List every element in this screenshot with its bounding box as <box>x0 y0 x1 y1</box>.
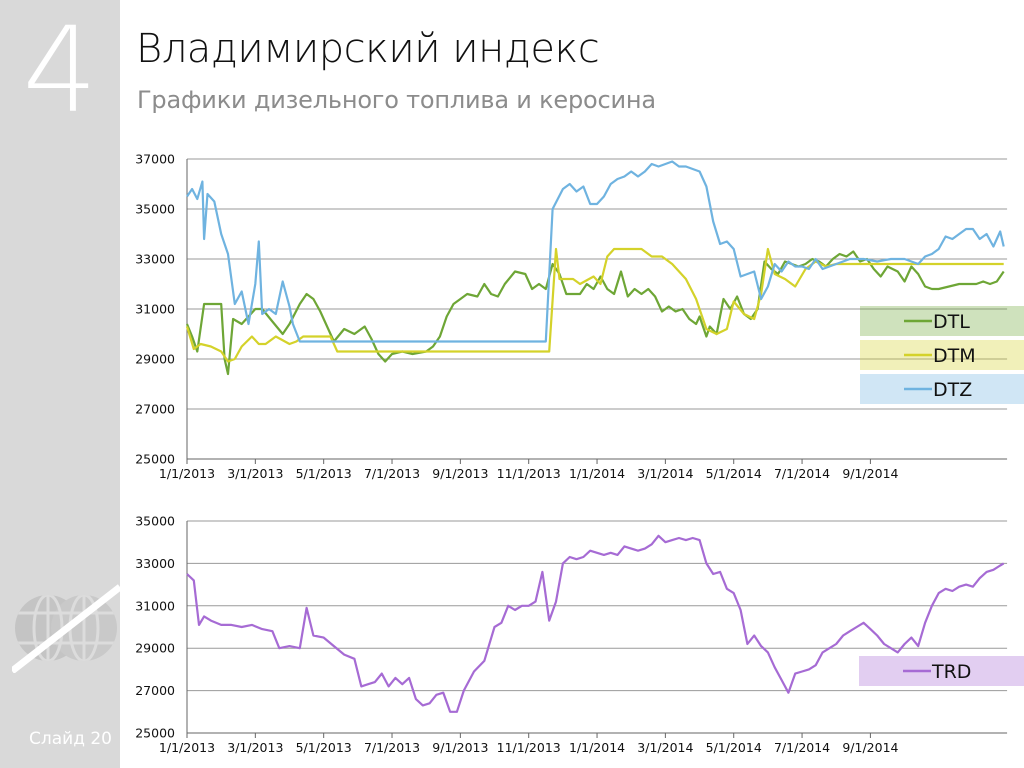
y-tick-label: 27000 <box>135 683 175 698</box>
x-tick-label: 11/1/2013 <box>497 466 561 481</box>
x-tick-label: 11/1/2013 <box>497 740 561 755</box>
legend-item-dtm: DTM <box>860 340 1024 370</box>
x-tick-label: 5/1/2013 <box>296 466 352 481</box>
y-tick-label: 33000 <box>135 252 175 267</box>
legend-label: TRD <box>931 661 971 683</box>
y-tick-label: 27000 <box>135 402 175 417</box>
x-tick-label: 7/1/2014 <box>774 740 830 755</box>
y-tick-label: 25000 <box>135 726 175 741</box>
series-line-trd <box>186 534 1005 713</box>
legend-item-dtl: DTL <box>860 306 1024 336</box>
x-tick-label: 9/1/2014 <box>842 466 898 481</box>
legend-item-trd: TRD <box>859 656 1024 686</box>
y-tick-label: 31000 <box>135 598 175 613</box>
x-tick-label: 3/1/2014 <box>637 466 693 481</box>
legend-item-dtz: DTZ <box>860 374 1024 404</box>
legend-label: DTZ <box>933 379 972 401</box>
page-subtitle: Графики дизельного топлива и керосина <box>137 86 656 114</box>
x-tick-label: 9/1/2013 <box>432 466 488 481</box>
x-tick-label: 9/1/2014 <box>842 740 898 755</box>
series-line-dtl <box>185 250 1005 376</box>
x-tick-label: 3/1/2013 <box>227 466 283 481</box>
legend-label: DTL <box>933 311 970 333</box>
x-tick-label: 3/1/2013 <box>227 740 283 755</box>
page-title: Владимирский индекс <box>136 26 600 72</box>
y-tick-label: 35000 <box>135 514 175 529</box>
y-tick-label: 37000 <box>135 152 175 167</box>
x-tick-label: 5/1/2014 <box>706 466 762 481</box>
x-tick-label: 5/1/2013 <box>296 740 352 755</box>
legend-swatch-bg <box>859 656 1024 686</box>
legend-swatch-bg <box>860 340 1024 370</box>
series-line-dtz <box>186 160 1005 343</box>
y-tick-label: 31000 <box>135 302 175 317</box>
y-tick-label: 33000 <box>135 556 175 571</box>
x-tick-label: 7/1/2013 <box>364 740 420 755</box>
y-tick-label: 29000 <box>135 641 175 656</box>
y-tick-label: 25000 <box>135 452 175 467</box>
legend-swatch-bg <box>860 306 1024 336</box>
x-tick-label: 1/1/2014 <box>569 466 625 481</box>
sidebar: 4 Слайд 20 <box>0 0 120 768</box>
chart-kerosene: 25000 27000 29000 31000 33000 35000 1/1/2013 3/… <box>120 510 1024 768</box>
x-tick-label: 1/1/2013 <box>159 740 215 755</box>
x-tick-label: 9/1/2013 <box>432 740 488 755</box>
chart-diesel-svg: 25000 27000 29000 31000 33000 35000 37000 1/1/2… <box>135 152 1024 481</box>
x-tick-label: 3/1/2014 <box>637 740 693 755</box>
x-tick-label: 7/1/2013 <box>364 466 420 481</box>
chart-diesel: 25000 27000 29000 31000 33000 35000 37000 1/1/2… <box>120 148 1024 490</box>
x-tick-label: 5/1/2014 <box>706 740 762 755</box>
x-tick-label: 1/1/2013 <box>159 466 215 481</box>
x-tick-label: 1/1/2014 <box>569 740 625 755</box>
y-tick-label: 35000 <box>135 202 175 217</box>
section-number: 4 <box>22 1 98 139</box>
legend-swatch-bg <box>860 374 1024 404</box>
y-tick-label: 29000 <box>135 352 175 367</box>
chart-kerosene-svg: 25000 27000 29000 31000 33000 35000 1/1/2013 3/… <box>135 514 1024 755</box>
x-tick-label: 7/1/2014 <box>774 466 830 481</box>
globe-logo-icon <box>12 584 120 673</box>
legend-label: DTM <box>933 345 976 367</box>
slide-number: Слайд 20 <box>29 729 112 749</box>
series-line-dtm <box>185 247 1004 363</box>
